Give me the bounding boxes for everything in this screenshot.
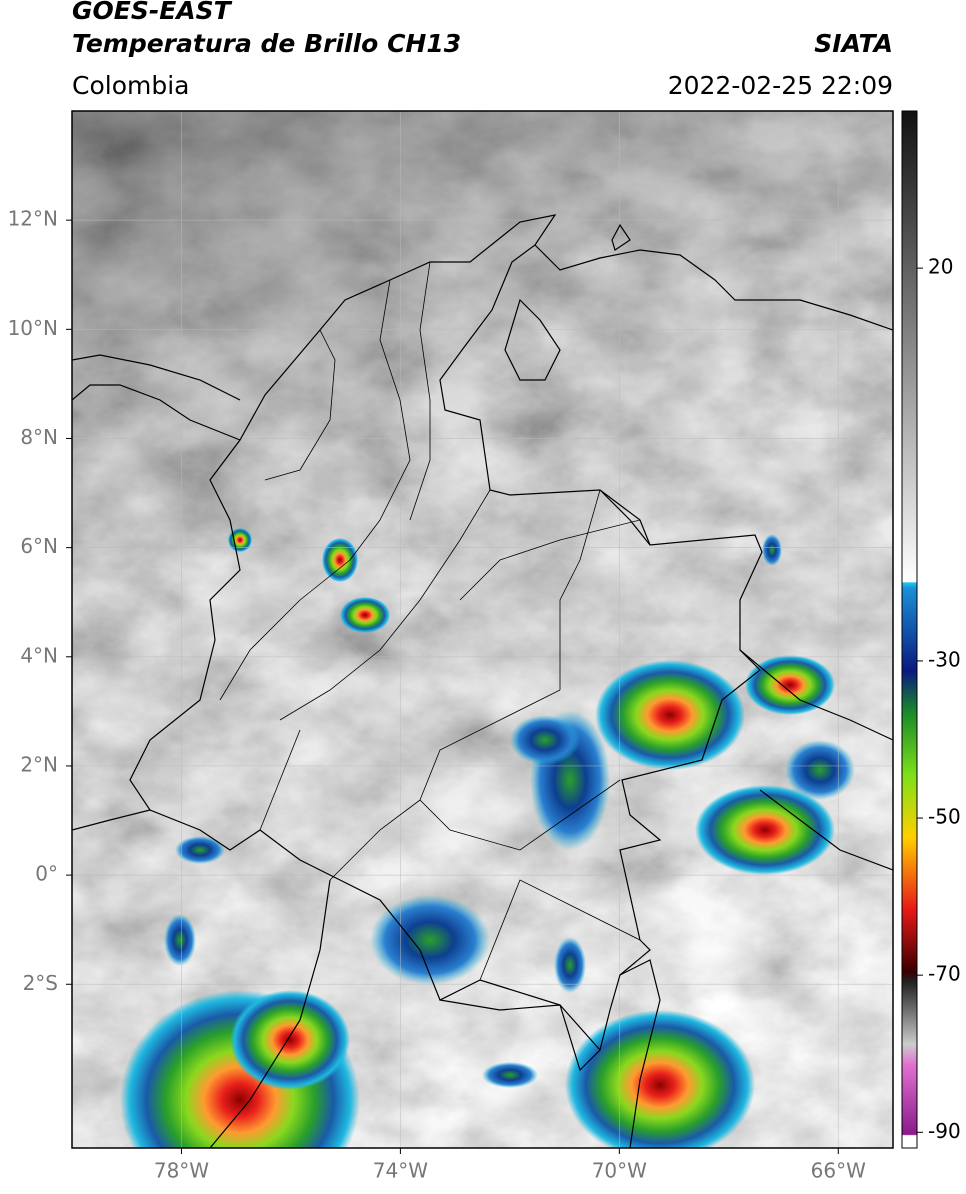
colorbar-tick-label: -50 — [928, 805, 961, 829]
x-tick-label: 78°W — [154, 1159, 209, 1183]
y-tick-label: 2°N — [20, 752, 58, 776]
convection — [120, 528, 855, 1148]
y-tick-label: 4°N — [20, 643, 58, 667]
colorbar-tick-label: -70 — [928, 962, 961, 986]
subtitle: Temperatura de Brillo CH13 — [72, 29, 461, 58]
colorbar-ticks: 20 -30 -50 -70 -90 — [917, 255, 961, 1143]
borders — [72, 214, 893, 1148]
y-tick-label: 10°N — [8, 316, 58, 340]
colorbar-tick-label: -30 — [928, 647, 961, 671]
region: Colombia — [72, 71, 189, 100]
x-tick-label: 74°W — [373, 1159, 428, 1183]
y-tick-label: 0° — [35, 862, 58, 886]
y-tick-label: 6°N — [20, 534, 58, 558]
y-tick-label: 12°N — [8, 207, 58, 231]
map — [72, 111, 893, 1148]
colorbar — [901, 110, 918, 1149]
shading — [72, 111, 893, 1148]
colorbar-tick-label: -90 — [928, 1119, 961, 1143]
colorbar-tick-label: 20 — [928, 255, 953, 279]
y-tick-label: 2°S — [23, 971, 58, 995]
x-tick-label: 70°W — [592, 1159, 647, 1183]
datetime: 2022-02-25 22:09 — [668, 71, 893, 100]
departments — [219, 261, 641, 981]
y-tick-label: 8°N — [20, 425, 58, 449]
axes: 78°W 74°W 70°W 66°W 12°N 10°N 8°N 6°N 4°N 2°N 0° 2°… — [8, 207, 867, 1183]
title: GOES-EAST — [72, 0, 233, 25]
source: SIATA — [814, 29, 893, 58]
graticule — [72, 111, 893, 1148]
map-frame — [71, 110, 894, 1149]
x-tick-label: 66°W — [811, 1159, 866, 1183]
